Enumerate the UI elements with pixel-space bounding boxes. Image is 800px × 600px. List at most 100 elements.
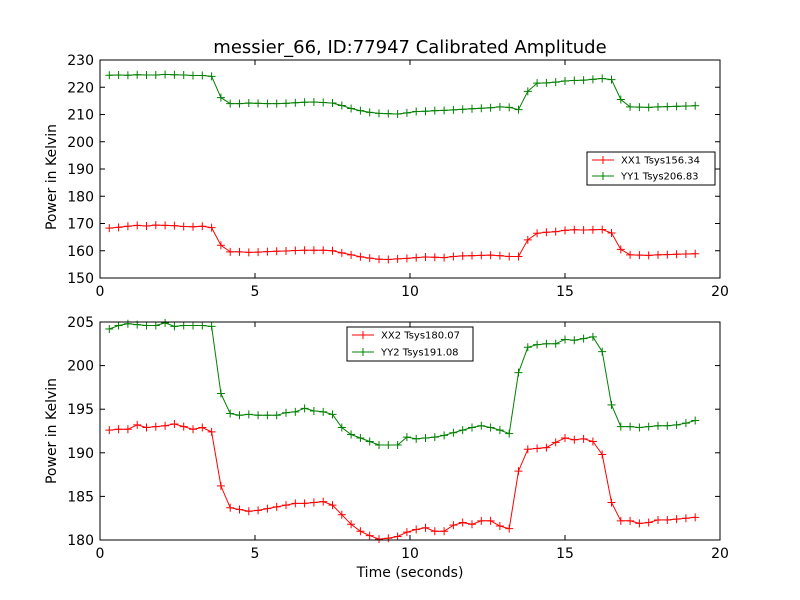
data-point-marker	[235, 99, 244, 108]
data-point-marker	[458, 426, 467, 435]
data-point-marker	[626, 102, 635, 111]
data-point-marker	[263, 247, 272, 256]
data-point-marker	[244, 99, 253, 108]
data-point-marker	[644, 251, 653, 260]
data-point-marker	[570, 435, 579, 444]
data-point-marker	[365, 437, 374, 446]
data-point-marker	[384, 440, 393, 449]
data-point-marker	[142, 423, 151, 432]
data-point-marker	[161, 421, 170, 430]
legend-yy2-marker	[359, 348, 367, 356]
data-point-marker	[272, 502, 281, 511]
data-point-marker	[542, 78, 551, 87]
data-point-marker	[477, 516, 486, 525]
y-tick-label: 195	[67, 402, 94, 418]
data-point-marker	[151, 422, 160, 431]
data-point-marker	[598, 450, 607, 459]
bottom-plot: 0 5 10 15 20 180 185 190 195 200 205 Power in Kelv…	[44, 315, 729, 581]
data-point-marker	[384, 109, 393, 118]
data-point-marker	[356, 527, 365, 536]
data-point-marker	[495, 102, 504, 111]
data-point-marker	[393, 254, 402, 263]
data-point-marker	[635, 519, 644, 528]
data-point-marker	[412, 525, 421, 534]
y-tick-label: 185	[67, 489, 94, 505]
data-point-marker	[207, 427, 216, 436]
data-point-marker	[616, 422, 625, 431]
data-point-marker	[365, 254, 374, 263]
bottom-plot-tick-labels: 0 5 10 15 20 180 185 190 195 200 205	[67, 315, 729, 562]
data-point-marker	[514, 105, 523, 114]
data-point-marker	[114, 425, 123, 434]
data-point-marker	[421, 253, 430, 262]
data-point-marker	[430, 527, 439, 536]
data-point-marker	[300, 246, 309, 255]
data-point-marker	[170, 70, 179, 79]
data-point-marker	[365, 531, 374, 540]
y-tick-label: 220	[67, 80, 94, 96]
data-point-marker	[365, 108, 374, 117]
top-plot-frame	[99, 59, 721, 279]
data-point-marker	[681, 514, 690, 523]
data-point-marker	[691, 513, 700, 522]
data-point-marker	[375, 440, 383, 449]
data-point-marker	[384, 255, 393, 264]
data-point-marker	[588, 332, 597, 341]
data-point-marker	[207, 322, 216, 331]
data-point-marker	[458, 105, 467, 114]
data-point-marker	[468, 423, 476, 432]
data-point-marker	[449, 105, 458, 114]
data-point-marker	[551, 339, 560, 348]
data-point-marker	[663, 102, 672, 111]
data-point-marker	[328, 410, 337, 419]
data-point-marker	[347, 104, 356, 113]
legend-yy1-label: YY1 Tsys206.83	[620, 172, 699, 183]
data-point-marker	[384, 534, 393, 543]
data-point-marker	[477, 251, 486, 260]
x-tick-label: 5	[251, 284, 260, 300]
data-point-marker	[347, 250, 356, 259]
data-point-marker	[654, 250, 662, 259]
y-tick-label: 205	[67, 315, 94, 331]
data-point-marker	[235, 411, 244, 420]
data-point-marker	[328, 99, 337, 108]
data-point-marker	[588, 75, 597, 84]
data-point-marker	[449, 521, 458, 530]
data-point-marker	[654, 102, 662, 111]
data-point-marker	[123, 425, 132, 434]
data-point-marker	[300, 499, 309, 508]
data-point-marker	[421, 433, 430, 442]
data-point-marker	[681, 419, 690, 428]
x-tick-label: 0	[96, 546, 105, 562]
data-point-marker	[523, 87, 532, 96]
data-point-marker	[402, 433, 411, 442]
data-point-marker	[681, 102, 690, 111]
data-point-marker	[282, 247, 290, 256]
top-plot: 0 5 10 15 20 150 160 170 180 190 200 210 220 230 Powe…	[44, 53, 729, 300]
data-point-marker	[375, 109, 383, 118]
data-point-marker	[226, 503, 235, 512]
data-point-marker	[226, 409, 235, 418]
data-point-marker	[207, 72, 216, 81]
data-point-marker	[672, 250, 681, 259]
data-point-marker	[663, 515, 672, 524]
data-point-marker	[542, 443, 551, 452]
data-point-marker	[486, 516, 495, 525]
top-plot-y-axis-label: Power in Kelvin	[44, 124, 60, 230]
data-point-marker	[635, 251, 644, 260]
x-tick-label: 20	[711, 284, 729, 300]
data-point-marker	[356, 252, 365, 261]
data-point-marker	[579, 434, 588, 443]
data-point-marker	[402, 254, 411, 263]
data-point-marker	[588, 437, 597, 446]
data-point-marker	[198, 321, 207, 330]
data-point-marker	[254, 411, 263, 420]
data-point-marker	[189, 222, 197, 231]
data-point-marker	[393, 109, 402, 118]
data-point-marker	[393, 440, 402, 449]
data-point-marker	[179, 222, 188, 231]
data-point-marker	[142, 70, 151, 79]
data-point-marker	[105, 224, 114, 233]
data-point-marker	[319, 98, 328, 107]
